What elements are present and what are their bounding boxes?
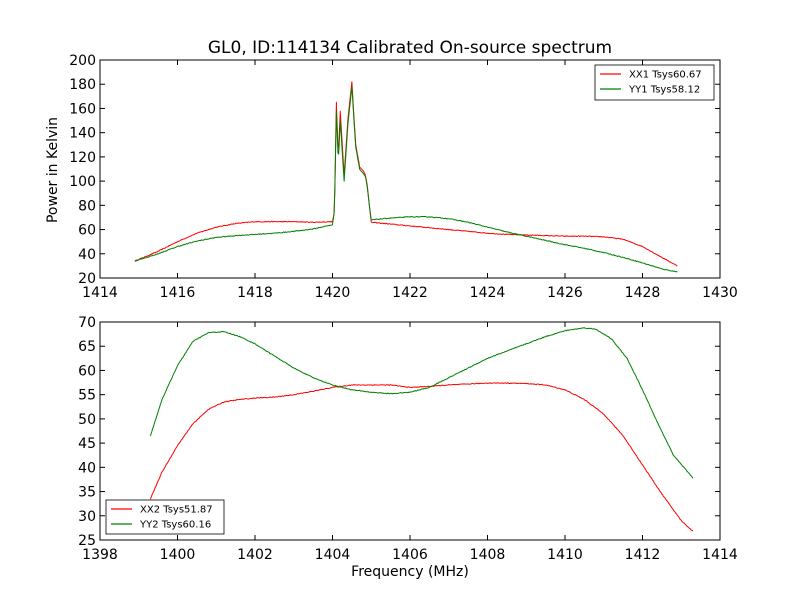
top-y-tick-label: 160 bbox=[69, 101, 96, 117]
top-series-line-2 bbox=[134, 86, 678, 273]
bottom-series-line-1 bbox=[149, 382, 694, 532]
top-legend-label-yy1: YY1 Tsys58.12 bbox=[628, 85, 700, 96]
bottom-x-tick-label: 1402 bbox=[237, 547, 273, 563]
top-x-tick-label: 1420 bbox=[315, 285, 351, 301]
top-x-tick-label: 1418 bbox=[237, 285, 273, 301]
bottom-y-tick-label: 70 bbox=[78, 315, 96, 331]
top-y-ticks: 20 40 60 80 100 120 140 160 180 200 bbox=[69, 53, 720, 287]
top-y-tick-label: 180 bbox=[69, 77, 96, 93]
bottom-y-tick-label: 50 bbox=[78, 412, 96, 428]
bottom-x-tick-label: 1406 bbox=[392, 547, 428, 563]
top-x-tick-label: 1414 bbox=[82, 285, 118, 301]
top-x-tick-label: 1422 bbox=[392, 285, 428, 301]
top-x-tick-label: 1430 bbox=[702, 285, 738, 301]
bottom-y-tick-label: 45 bbox=[78, 436, 96, 452]
bottom-y-tick-label: 25 bbox=[78, 533, 96, 549]
bottom-y-tick-label: 55 bbox=[78, 388, 96, 404]
bottom-x-tick-label: 1408 bbox=[470, 547, 506, 563]
top-title: GL0, ID:114134 Calibrated On-source spec… bbox=[208, 38, 612, 58]
bottom-y-tick-label: 60 bbox=[78, 363, 96, 379]
top-y-axis-label: Power in Kelvin bbox=[45, 117, 61, 223]
bottom-plot-lines bbox=[149, 327, 694, 532]
top-legend-box bbox=[594, 64, 715, 101]
bottom-y-tick-label: 35 bbox=[78, 485, 96, 501]
bottom-legend-label-xx2: XX2 Tsys51.87 bbox=[140, 505, 213, 516]
top-y-tick-label: 200 bbox=[69, 53, 96, 69]
top-legend-label-xx1: XX1 Tsys60.67 bbox=[629, 70, 702, 81]
top-x-ticks: 1414 1416 1418 1420 1422 1424 1426 1428 1430 bbox=[82, 60, 738, 301]
top-y-tick-label: 80 bbox=[78, 198, 96, 214]
bottom-panel: 1398 1400 1402 1404 1406 1408 1410 1412 1414 25 3… bbox=[78, 315, 738, 580]
bottom-x-axis-label: Frequency (MHz) bbox=[351, 564, 469, 580]
bottom-x-ticks: 1398 1400 1402 1404 1406 1408 1410 1412 1414 bbox=[82, 322, 738, 563]
top-y-tick-label: 40 bbox=[78, 247, 96, 263]
top-x-tick-label: 1424 bbox=[470, 285, 506, 301]
bottom-x-tick-label: 1398 bbox=[82, 547, 118, 563]
top-panel: GL0, ID:114134 Calibrated On-source spec… bbox=[45, 38, 738, 301]
top-x-tick-label: 1426 bbox=[547, 285, 583, 301]
bottom-x-tick-label: 1404 bbox=[315, 547, 351, 563]
bottom-x-tick-label: 1400 bbox=[160, 547, 196, 563]
bottom-x-tick-label: 1410 bbox=[547, 547, 583, 563]
top-y-tick-label: 140 bbox=[69, 126, 96, 142]
bottom-series-line-2 bbox=[149, 327, 694, 479]
bottom-y-tick-label: 40 bbox=[78, 460, 96, 476]
top-plot-lines bbox=[134, 81, 678, 273]
bottom-legend-box bbox=[105, 499, 225, 535]
top-y-tick-label: 100 bbox=[69, 174, 96, 190]
bottom-legend-label-yy2: YY2 Tsys60.16 bbox=[139, 520, 211, 531]
bottom-x-tick-label: 1412 bbox=[625, 547, 661, 563]
bottom-legend: XX2 Tsys51.87 YY2 Tsys60.16 bbox=[105, 499, 225, 535]
top-y-tick-label: 20 bbox=[78, 271, 96, 287]
bottom-y-ticks: 25 30 35 40 45 50 55 60 65 70 bbox=[78, 315, 720, 549]
top-x-tick-label: 1416 bbox=[160, 285, 196, 301]
top-y-tick-label: 120 bbox=[69, 150, 96, 166]
bottom-x-tick-label: 1414 bbox=[702, 547, 738, 563]
bottom-y-tick-label: 65 bbox=[78, 339, 96, 355]
top-x-tick-label: 1428 bbox=[625, 285, 661, 301]
top-y-tick-label: 60 bbox=[78, 223, 96, 239]
top-series-line-1 bbox=[134, 81, 678, 267]
bottom-y-tick-label: 30 bbox=[78, 509, 96, 525]
top-legend: XX1 Tsys60.67 YY1 Tsys58.12 bbox=[594, 64, 715, 101]
